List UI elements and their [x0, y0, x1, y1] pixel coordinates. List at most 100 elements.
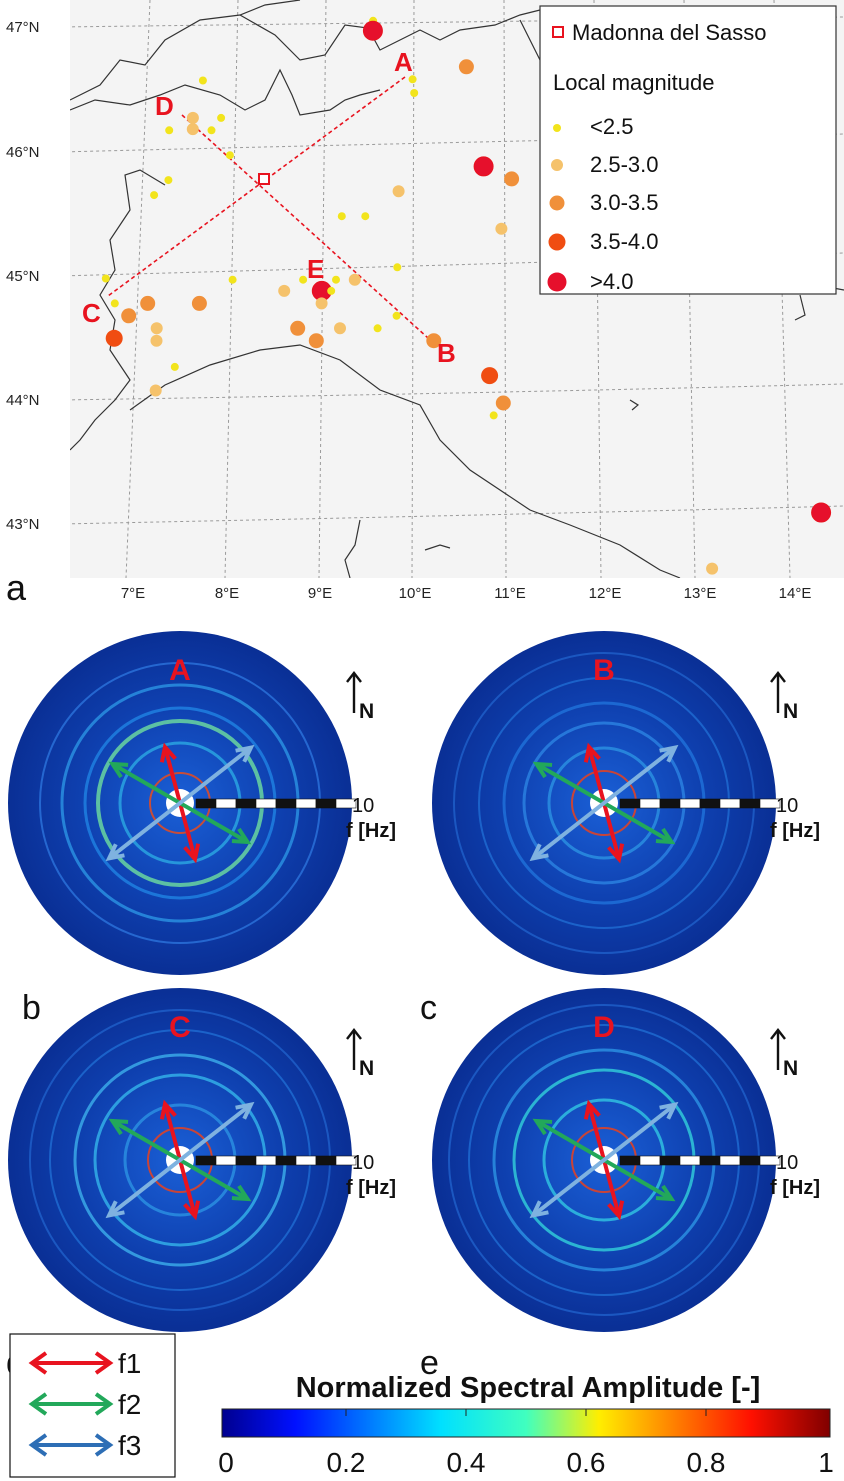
earthquake-event — [337, 212, 346, 221]
frequency-axis-segment — [679, 1155, 701, 1166]
earthquake-event — [458, 59, 474, 75]
colorbar-gradient — [221, 1408, 831, 1438]
earthquake-event — [150, 191, 159, 200]
legend-dot — [549, 195, 565, 211]
frequency-axis-segment — [659, 798, 681, 809]
arrow-head — [655, 1184, 676, 1202]
spectrum-point-label: C — [169, 1011, 191, 1044]
earthquake-event — [393, 263, 402, 272]
legend-station-marker — [552, 26, 564, 38]
frequency-axis-segment — [639, 798, 661, 809]
frequency-axis-segment — [295, 1155, 317, 1166]
arrow-head — [532, 761, 553, 779]
earthquake-event — [121, 308, 137, 324]
map-panel: A B C D E 47°N 46°N 45°N 44°N 43°N 7°E 8… — [6, 0, 844, 608]
earthquake-event — [426, 333, 442, 349]
arrow-head — [105, 843, 125, 862]
arrow-legend-item: f1 — [28, 1348, 141, 1379]
arrow-legend-item: f3 — [28, 1430, 141, 1461]
earthquake-event — [315, 297, 328, 310]
frequency-tick-label: 10 — [776, 1152, 798, 1174]
frequency-axis-segment — [255, 1155, 277, 1166]
lon-label: 10°E — [399, 585, 432, 602]
north-label: N — [783, 1057, 798, 1080]
north-arrow-head — [770, 671, 786, 683]
frequency-axis-segment — [235, 1155, 257, 1166]
north-label: N — [783, 700, 798, 723]
legend-arrow-label: f2 — [118, 1389, 141, 1420]
longitude-labels: 7°E 8°E 9°E 10°E 11°E 12°E 13°E 14°E — [121, 585, 812, 602]
arrow-legend: f1 f2 f3 — [9, 1333, 176, 1478]
earthquake-event — [186, 111, 199, 124]
arrow-head — [231, 1184, 252, 1202]
legend-label: >4.0 — [590, 269, 633, 294]
arrow-head — [659, 1101, 679, 1120]
arrow-head — [159, 742, 177, 763]
earthquake-event — [191, 295, 207, 311]
lon-label: 7°E — [121, 585, 145, 602]
earthquake-event — [473, 156, 494, 177]
profile-label-a: A — [394, 47, 413, 77]
earthquake-event — [150, 322, 163, 335]
earthquake-event — [392, 185, 405, 198]
north-arrow-head — [770, 1028, 786, 1040]
north-label: N — [359, 700, 374, 723]
colorbar: Normalized Spectral Amplitude [-] 0 0.2 0.… — [218, 1372, 834, 1478]
earthquake-event — [361, 212, 370, 221]
arrow-head — [529, 843, 549, 862]
frequency-axis-segment — [759, 1155, 781, 1166]
earthquake-event — [348, 273, 361, 286]
frequency-axis-segment — [315, 1155, 337, 1166]
arrow-head — [105, 1200, 125, 1219]
lon-label: 9°E — [308, 585, 332, 602]
earthquake-event — [410, 89, 419, 97]
earthquake-event — [278, 284, 291, 297]
frequency-axis-segment — [739, 798, 761, 809]
arrow-head — [583, 742, 601, 763]
panel-label-a: a — [6, 567, 27, 608]
station-marker — [258, 173, 270, 185]
frequency-axis-segment — [335, 798, 357, 809]
legend-arrow-head — [28, 1351, 48, 1375]
earthquake-event — [290, 320, 306, 336]
spectrum-point-label: B — [593, 654, 615, 687]
earthquake-event — [110, 299, 119, 308]
arrow-head — [659, 744, 679, 763]
lon-label: 13°E — [684, 585, 717, 602]
direction-arrow — [107, 1103, 253, 1217]
earthquake-event — [164, 176, 173, 185]
arrow-head — [607, 843, 625, 864]
frequency-axis-segment — [235, 798, 257, 809]
colorbar-tick-label: 0.4 — [447, 1447, 486, 1478]
earthquake-event — [165, 126, 174, 135]
earthquake-event — [308, 333, 324, 349]
arrow-head — [108, 1118, 129, 1136]
earthquake-event — [706, 562, 719, 575]
frequency-axis-segment — [195, 1155, 217, 1166]
north-arrow-head — [346, 1028, 362, 1040]
legend-dot — [553, 124, 561, 132]
earthquake-event — [811, 502, 832, 523]
earthquake-event — [198, 76, 207, 85]
frequency-axis-segment — [679, 798, 701, 809]
earthquake-event — [228, 275, 237, 284]
earthquake-event — [101, 274, 110, 283]
frequency-axis-segment — [315, 798, 337, 809]
profile-label-b: B — [437, 338, 456, 368]
frequency-axis-segment — [215, 798, 237, 809]
lat-label: 43°N — [6, 516, 40, 533]
frequency-axis-segment — [619, 1155, 641, 1166]
frequency-axis-segment — [195, 798, 217, 809]
colorbar-tick-label: 0 — [218, 1447, 234, 1478]
frequency-axis-segment — [719, 798, 741, 809]
frequency-axis-label: f [Hz] — [770, 1177, 820, 1199]
frequency-axis-label: f [Hz] — [346, 1177, 396, 1199]
legend-dot — [548, 233, 566, 251]
arrow-head — [108, 761, 129, 779]
frequency-axis-label: f [Hz] — [346, 820, 396, 842]
earthquake-event — [362, 20, 383, 41]
legend-arrow-head — [94, 1351, 114, 1375]
earthquake-event — [392, 311, 401, 320]
frequency-axis-segment — [719, 1155, 741, 1166]
